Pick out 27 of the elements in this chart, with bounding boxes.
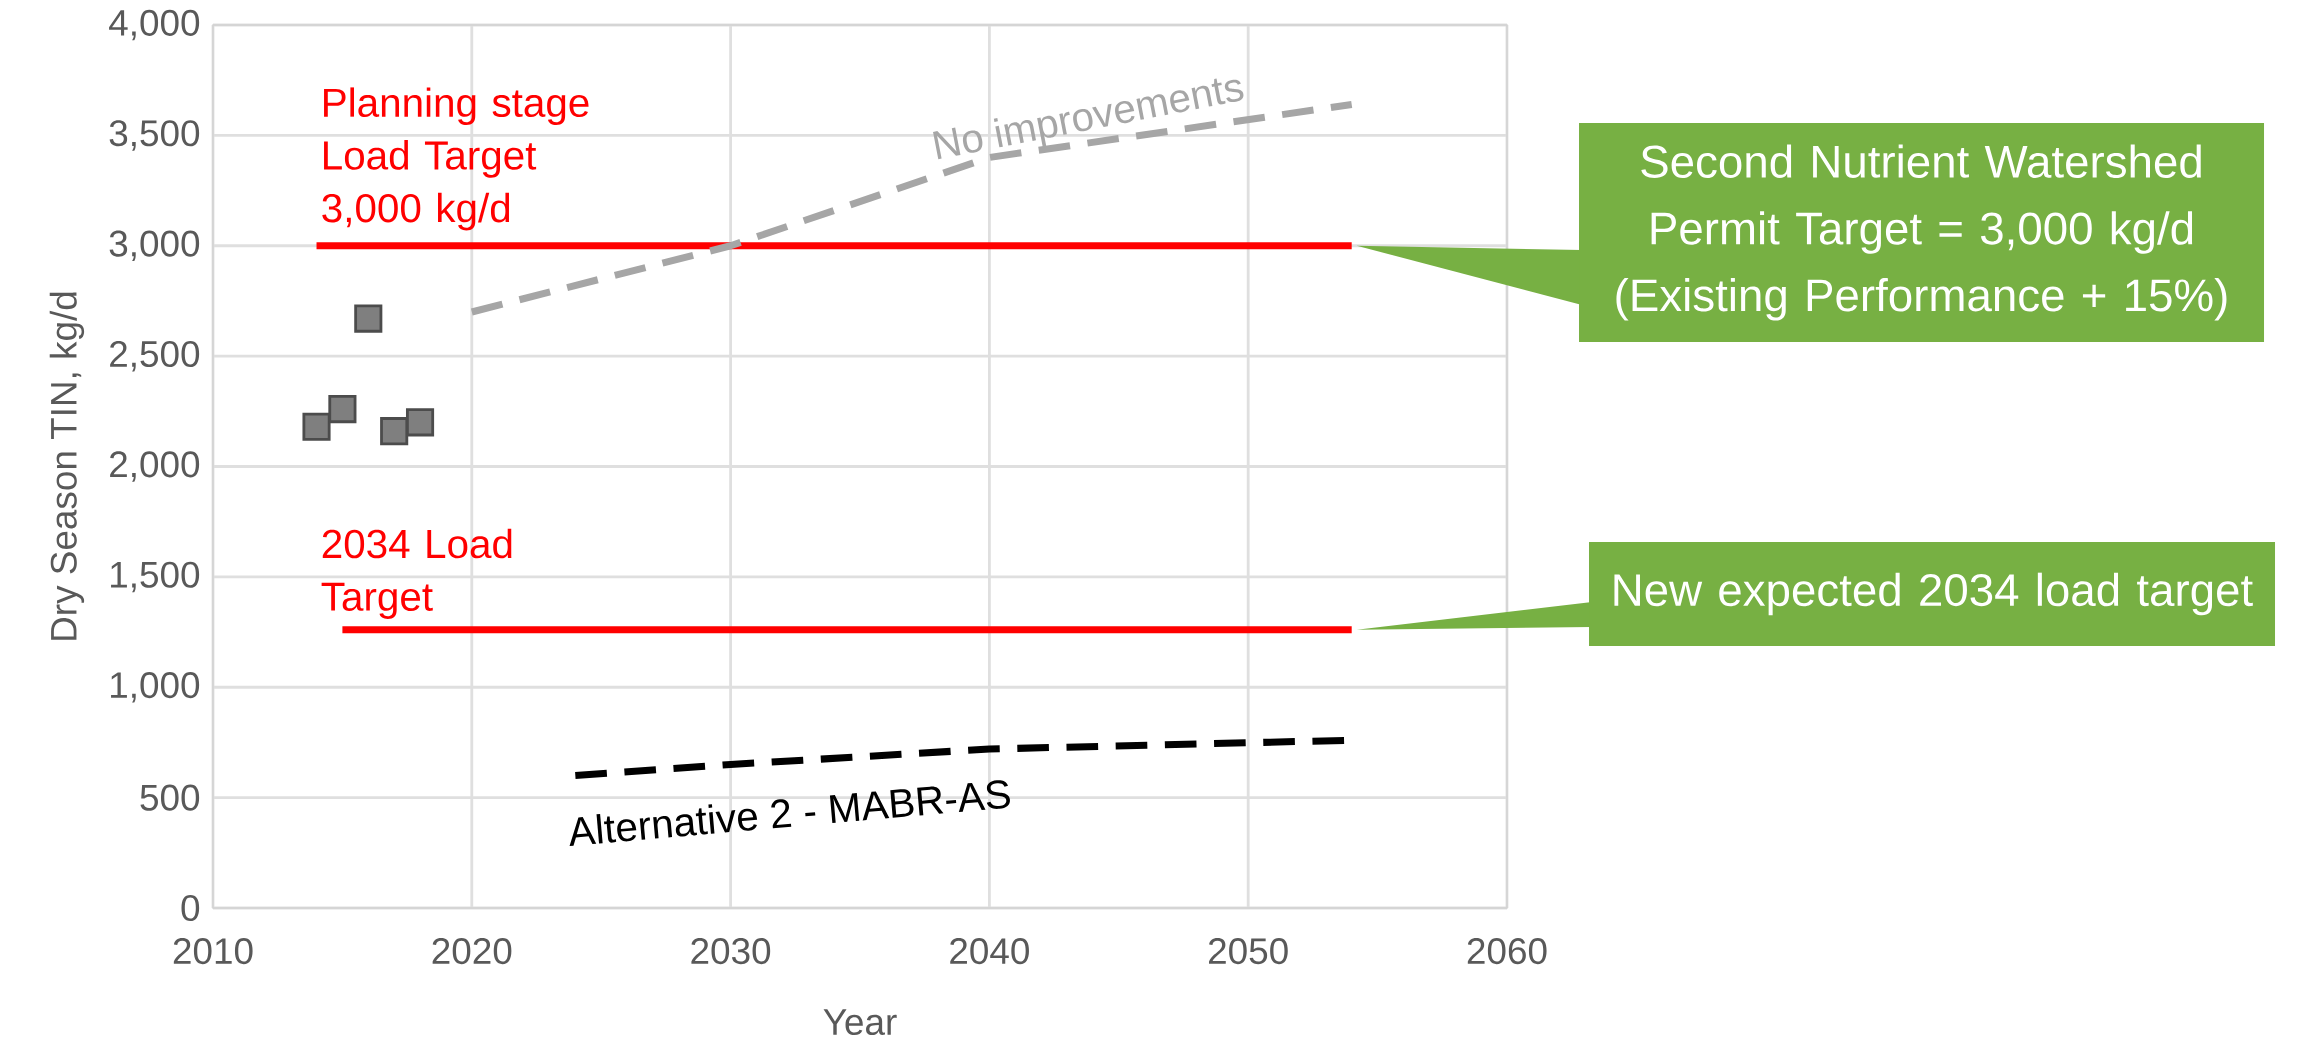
x-tick-label: 2060 xyxy=(1467,938,1547,965)
series-label: 2034 Load Target xyxy=(321,528,512,619)
x-tick-label: 2010 xyxy=(173,938,253,965)
point xyxy=(302,412,331,441)
series-label: Alternative 2 - MABR-AS xyxy=(569,780,1010,847)
point xyxy=(380,417,409,446)
annotation: Second Nutrient Watershed Permit Target = 3,000 kg/d (Existing Performance + 15%) xyxy=(1616,144,2227,321)
y-tick-label: 1,000 xyxy=(111,672,200,703)
x-tick-label: 2050 xyxy=(1209,938,1288,965)
point xyxy=(405,408,435,437)
y-tick-label: 2,000 xyxy=(110,451,200,482)
point xyxy=(354,304,383,333)
series-label: Planning stage Load Target 3,000 kg/d xyxy=(322,87,589,231)
y-tick-label: 2,500 xyxy=(110,340,200,372)
annotation: New expected 2034 load target xyxy=(1614,572,2253,616)
x-axis-title: Year xyxy=(823,1009,897,1036)
y-tick-label: 3,500 xyxy=(109,120,200,151)
x-tick-label: 2030 xyxy=(691,938,771,965)
y-tick-label: 500 xyxy=(140,784,200,811)
y-axis-title: Dry Season TIN, kg/d xyxy=(49,292,85,640)
x-tick-label: 2040 xyxy=(950,938,1029,965)
y-tick-label: 1,500 xyxy=(111,561,200,593)
y-tick-label: 4,000 xyxy=(109,9,200,41)
x-tick-label: 2020 xyxy=(432,938,512,965)
point xyxy=(328,395,357,424)
y-tick-label: 3,000 xyxy=(109,230,200,262)
y-tick-label: 0 xyxy=(181,894,200,922)
